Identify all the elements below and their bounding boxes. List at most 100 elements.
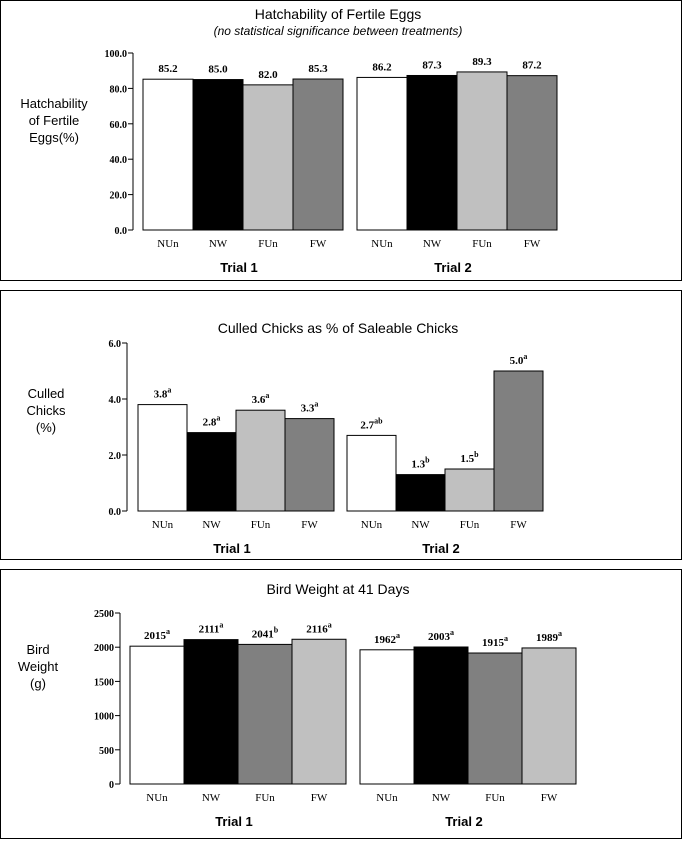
data-label: 87.3 [422,59,442,71]
data-label-value: 2.7 [360,419,374,431]
y-axis-label-line: (g) [30,676,46,691]
data-label-value: 86.2 [372,61,392,73]
group-label: Trial 2 [434,260,472,275]
category-label: NW [202,792,221,804]
data-label: 86.2 [372,61,392,73]
y-tick-label: 4.0 [109,395,122,406]
y-tick-label: 40.0 [110,155,128,166]
data-label-significance: a [314,400,318,409]
category-label: FW [311,792,328,804]
data-label-significance: a [167,386,171,395]
data-label-significance: a [219,621,223,630]
data-label-value: 87.2 [522,60,542,72]
category-label: FW [301,519,318,531]
bar-fun [237,643,293,785]
y-tick-label: 60.0 [110,120,128,131]
bar-nun [346,434,397,512]
data-label-value: 3.8 [154,389,168,401]
data-label-value: 87.3 [422,59,442,71]
group-label: Trial 1 [220,260,258,275]
y-axis-label: Culled Chicks (%) [26,386,66,435]
category-label: FW [541,792,558,804]
bar-fw [284,418,335,512]
bar-nw [406,74,458,231]
category-label: NUn [157,238,179,250]
y-axis-label: Hatchability of Fertile Eggs(%) [20,96,88,145]
data-label-significance: a [450,628,454,637]
data-label-significance: a [558,629,562,638]
bar-nw [183,639,239,785]
y-axis-label-line: Bird [26,642,49,657]
data-label-significance: b [274,625,279,634]
y-tick-label: 0.0 [109,507,122,518]
group-label: Trial 2 [445,814,483,829]
bar-fw [506,75,558,231]
data-label-value: 1915 [482,637,505,649]
data-label: 2041b [252,625,279,640]
bar-nun [142,78,194,231]
data-label: 2116a [306,620,331,635]
category-label: NUn [152,519,174,531]
category-label: FUn [258,238,278,250]
bar-nw [186,432,237,512]
y-axis-label-line: Hatchability [20,96,88,111]
culled-chicks-panel: Culled Chicks as % of Saleable Chicks Cul… [0,290,682,560]
data-label-significance: a [504,634,508,643]
category-label: FUn [485,792,505,804]
y-tick-label: 1500 [94,677,114,688]
data-label-value: 2015 [144,630,167,642]
data-label-significance: a [166,627,170,636]
data-label-value: 1.3 [411,459,425,471]
data-label-significance: a [265,391,269,400]
data-label: 2111a [199,621,224,636]
category-label: NW [411,519,430,531]
category-label: FW [524,238,541,250]
data-label: 1989a [536,629,562,644]
data-label-value: 82.0 [258,69,278,81]
hatchability-chart: Hatchability of Fertile Eggs (no statisti… [20,6,558,275]
data-label-value: 2116 [306,623,328,635]
data-label-value: 5.0 [510,355,524,367]
bar-fw [493,370,544,512]
data-label: 2.8a [203,414,221,429]
y-tick-label: 80.0 [110,84,128,95]
bar-fw [291,638,347,785]
data-label-significance: ab [374,416,383,425]
chart-title: Culled Chicks as % of Saleable Chicks [218,320,458,336]
category-label: FUn [460,519,480,531]
y-axis-label-line: Chicks [26,403,66,418]
y-axis-label-line: Eggs(%) [29,130,79,145]
data-label: 85.3 [308,63,328,75]
bar-nun [356,76,408,231]
y-tick-label: 2000 [94,643,114,654]
bar-nw [413,646,469,785]
data-label-value: 3.6 [252,394,266,406]
data-label-significance: a [216,414,220,423]
category-label: NW [202,519,221,531]
data-label: 85.0 [208,64,228,76]
category-label: NUn [371,238,393,250]
y-tick-label: 1000 [94,712,114,723]
group-label: Trial 1 [213,541,251,556]
culled-chicks-chart: Culled Chicks as % of Saleable Chicks Cul… [26,320,544,556]
data-label-value: 1989 [536,632,559,644]
data-label-value: 2041 [252,628,274,640]
data-label-significance: a [396,631,400,640]
group-label: Trial 2 [422,541,460,556]
data-label: 85.2 [158,63,178,75]
data-label: 5.0a [510,352,528,367]
data-label: 2.7ab [360,416,383,431]
category-label: NW [423,238,442,250]
category-label: NUn [376,792,398,804]
bar-nw [192,79,244,231]
bar-nun [129,645,185,785]
y-axis-label-line: Weight [18,659,59,674]
bar-fun [242,84,294,231]
category-label: FUn [251,519,271,531]
data-label-value: 85.3 [308,63,328,75]
data-label-value: 1.5 [460,453,474,465]
data-label-value: 3.3 [301,403,315,415]
chart-title: Bird Weight at 41 Days [267,581,410,597]
data-label-value: 89.3 [472,56,492,68]
chart-title: Hatchability of Fertile Eggs [255,6,422,22]
